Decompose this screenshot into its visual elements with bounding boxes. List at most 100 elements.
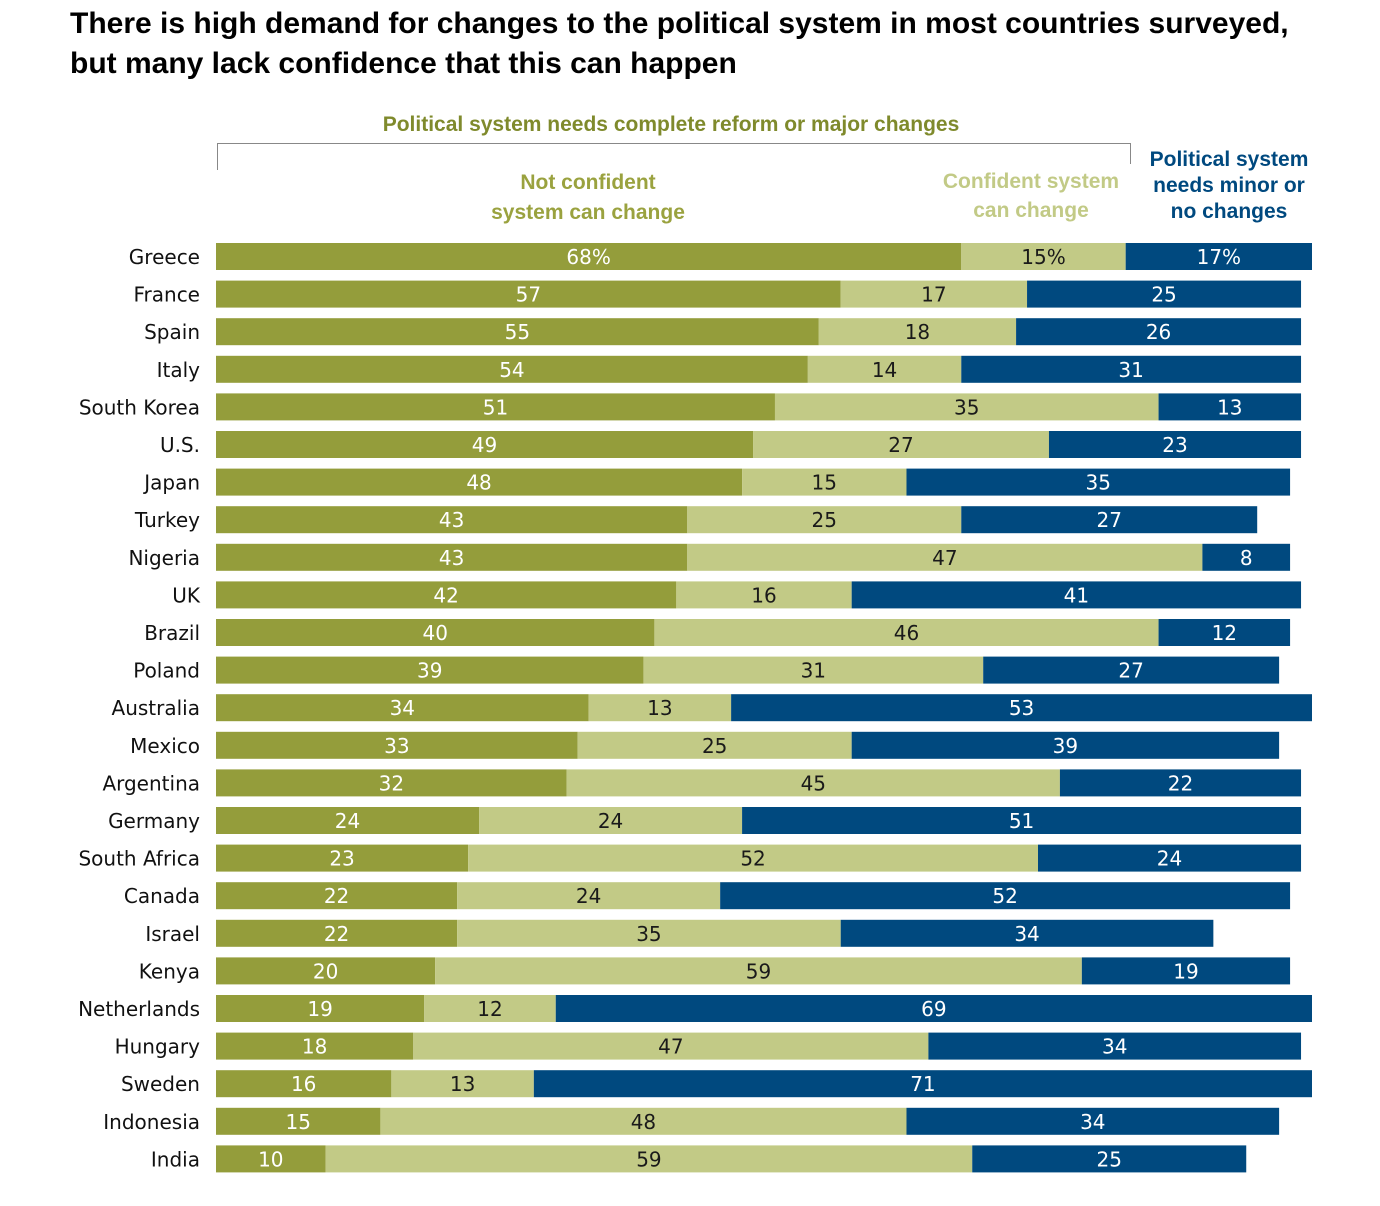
data-label: 71 bbox=[910, 1072, 935, 1096]
bar-segment bbox=[216, 243, 962, 270]
bar-segment bbox=[1125, 243, 1312, 270]
bar-segment bbox=[424, 995, 556, 1022]
bar-segment bbox=[216, 1070, 392, 1098]
data-label: 23 bbox=[329, 847, 354, 871]
data-label: 34 bbox=[1014, 922, 1039, 946]
bar-segment bbox=[961, 243, 1126, 270]
bar-segment bbox=[577, 731, 852, 759]
country-label: Greece bbox=[129, 245, 200, 269]
data-label: 25 bbox=[702, 734, 727, 758]
data-label: 24 bbox=[598, 809, 623, 833]
data-label: 42 bbox=[433, 583, 458, 607]
data-label: 27 bbox=[1097, 508, 1122, 532]
bar-segment bbox=[479, 807, 743, 834]
bar-segment bbox=[216, 807, 480, 834]
bar-segment bbox=[216, 957, 436, 985]
bar-segment bbox=[753, 431, 1049, 458]
bar-segment bbox=[687, 506, 962, 534]
data-label: 23 bbox=[1162, 433, 1187, 457]
legend-minor-changes: no changes bbox=[1171, 200, 1288, 223]
bar-segment bbox=[961, 355, 1302, 383]
data-label: 52 bbox=[992, 884, 1017, 908]
data-label: 10 bbox=[258, 1147, 283, 1171]
bar-segment bbox=[413, 1032, 929, 1060]
data-label: 47 bbox=[658, 1035, 683, 1059]
data-label: 13 bbox=[647, 696, 672, 720]
data-label: 43 bbox=[439, 546, 464, 570]
country-label: Japan bbox=[142, 471, 200, 495]
bar-segment bbox=[216, 1145, 326, 1173]
data-label: 24 bbox=[1157, 847, 1182, 871]
data-label: 35 bbox=[636, 922, 661, 946]
bar-segment bbox=[906, 468, 1291, 496]
country-label: Indonesia bbox=[103, 1110, 200, 1134]
country-label: Brazil bbox=[144, 621, 200, 645]
country-label: Italy bbox=[157, 358, 201, 382]
data-label: 14 bbox=[872, 358, 897, 382]
bar-segment bbox=[216, 393, 775, 421]
data-label: 55 bbox=[505, 320, 530, 344]
data-label: 15% bbox=[1021, 245, 1065, 269]
data-label: 18 bbox=[905, 320, 930, 344]
bar-segment bbox=[840, 280, 1028, 308]
bar-segment bbox=[216, 995, 425, 1022]
data-label: 27 bbox=[1118, 659, 1143, 683]
legend-not-confident: system can change bbox=[491, 201, 685, 224]
bar-segment bbox=[851, 731, 1280, 759]
data-label: 15 bbox=[812, 471, 837, 495]
data-label: 41 bbox=[1064, 583, 1089, 607]
country-label: South Africa bbox=[78, 847, 200, 871]
bar-segment bbox=[676, 581, 852, 609]
country-label: Canada bbox=[124, 884, 200, 908]
country-label: Germany bbox=[108, 809, 200, 833]
data-label: 17 bbox=[921, 283, 946, 307]
bar-segment bbox=[216, 543, 688, 571]
bar-segment bbox=[928, 1032, 1302, 1060]
bar-segment bbox=[818, 318, 1017, 346]
bar-segment bbox=[588, 694, 732, 722]
data-label: 43 bbox=[439, 508, 464, 532]
bar-segment bbox=[216, 581, 677, 609]
data-label: 31 bbox=[1118, 358, 1143, 382]
data-label: 19 bbox=[1173, 959, 1198, 983]
bar-segment bbox=[325, 1145, 973, 1173]
data-label: 25 bbox=[812, 508, 837, 532]
data-label: 22 bbox=[324, 922, 349, 946]
bar-segment bbox=[742, 468, 907, 496]
country-label: Australia bbox=[112, 696, 200, 720]
bar-segment bbox=[1059, 769, 1302, 797]
bar-segment bbox=[435, 957, 1082, 985]
data-label: 51 bbox=[483, 395, 508, 419]
chart-title: There is high demand for changes to the … bbox=[70, 7, 1289, 80]
bar-segment bbox=[457, 919, 841, 947]
data-label: 52 bbox=[740, 847, 765, 871]
data-label: 69 bbox=[921, 997, 946, 1021]
bar-segment bbox=[731, 694, 1312, 722]
data-label: 17% bbox=[1197, 245, 1241, 269]
bar-segment bbox=[555, 995, 1312, 1022]
data-label: 59 bbox=[636, 1147, 661, 1171]
bar-segment bbox=[216, 280, 841, 308]
bar-segment bbox=[1048, 431, 1302, 458]
data-label: 22 bbox=[324, 884, 349, 908]
country-label: India bbox=[151, 1147, 200, 1171]
bar-segment bbox=[807, 355, 962, 383]
data-label: 25 bbox=[1097, 1147, 1122, 1171]
data-label: 34 bbox=[1102, 1035, 1127, 1059]
data-label: 57 bbox=[516, 283, 541, 307]
data-label: 12 bbox=[1212, 621, 1237, 645]
data-label: 19 bbox=[307, 997, 332, 1021]
bar-segment bbox=[840, 919, 1214, 947]
legend-confident: Confident system bbox=[943, 170, 1119, 193]
legend-minor-changes: Political system bbox=[1150, 148, 1309, 171]
country-label: Nigeria bbox=[128, 546, 200, 570]
data-label: 25 bbox=[1151, 283, 1176, 307]
data-label: 13 bbox=[1217, 395, 1242, 419]
bar-segment bbox=[742, 807, 1302, 834]
data-label: 18 bbox=[302, 1035, 327, 1059]
data-label: 8 bbox=[1240, 546, 1253, 570]
data-label: 35 bbox=[1086, 471, 1111, 495]
bar-segment bbox=[851, 581, 1302, 609]
bar-segment bbox=[1158, 619, 1291, 646]
country-label: France bbox=[133, 283, 200, 307]
